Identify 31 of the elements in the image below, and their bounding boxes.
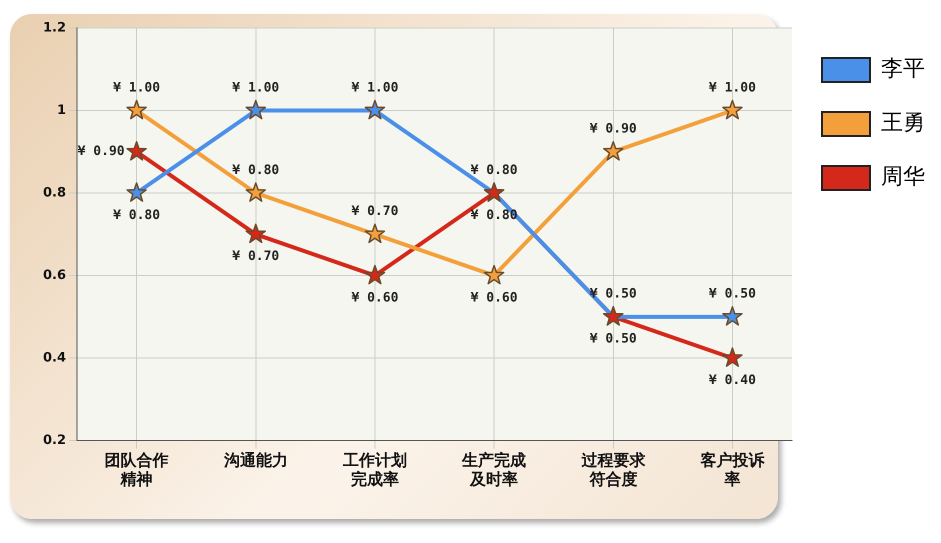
y-tick-label: 1 [56,102,66,118]
y-tick-label: 0.4 [43,350,66,366]
y-tick-label: 1.2 [43,20,66,36]
x-tick-label: 生产完成及时率 [461,450,526,489]
data-label: ¥ 0.80 [113,208,160,223]
data-label: ¥ 0.80 [470,162,518,178]
data-label: ¥ 0.60 [470,290,518,306]
data-label: ¥ 0.70 [351,204,399,220]
x-tick-label: 客户投诉率 [699,450,766,489]
data-label: ¥ 0.90 [78,144,125,160]
data-label: ¥ 1.00 [113,80,160,96]
data-label: ¥ 0.70 [232,249,280,264]
x-tick-label: 工作计划完成率 [342,450,407,489]
data-label: ¥ 1.00 [351,80,399,96]
data-label: ¥ 0.50 [590,332,637,347]
data-label: ¥ 1.00 [232,80,280,96]
legend-label: 王勇 [881,110,925,136]
y-tick-label: 0.6 [43,268,66,283]
data-label: ¥ 0.90 [590,122,637,137]
x-tick-label: 过程要求符合度 [580,450,646,489]
data-label: ¥ 0.80 [232,162,280,178]
y-tick-label: 0.8 [43,185,66,200]
data-label: ¥ 0.40 [708,372,756,388]
data-label: ¥ 0.60 [351,290,399,306]
data-label: ¥ 1.00 [708,80,756,96]
legend-label: 李平 [881,56,925,82]
data-label: ¥ 0.50 [708,286,756,302]
legend-label: 周华 [881,164,925,190]
y-tick-label: 0.2 [43,432,66,448]
x-tick-label: 沟通能力 [222,450,288,470]
x-tick-label: 团队合作精神 [104,450,169,489]
